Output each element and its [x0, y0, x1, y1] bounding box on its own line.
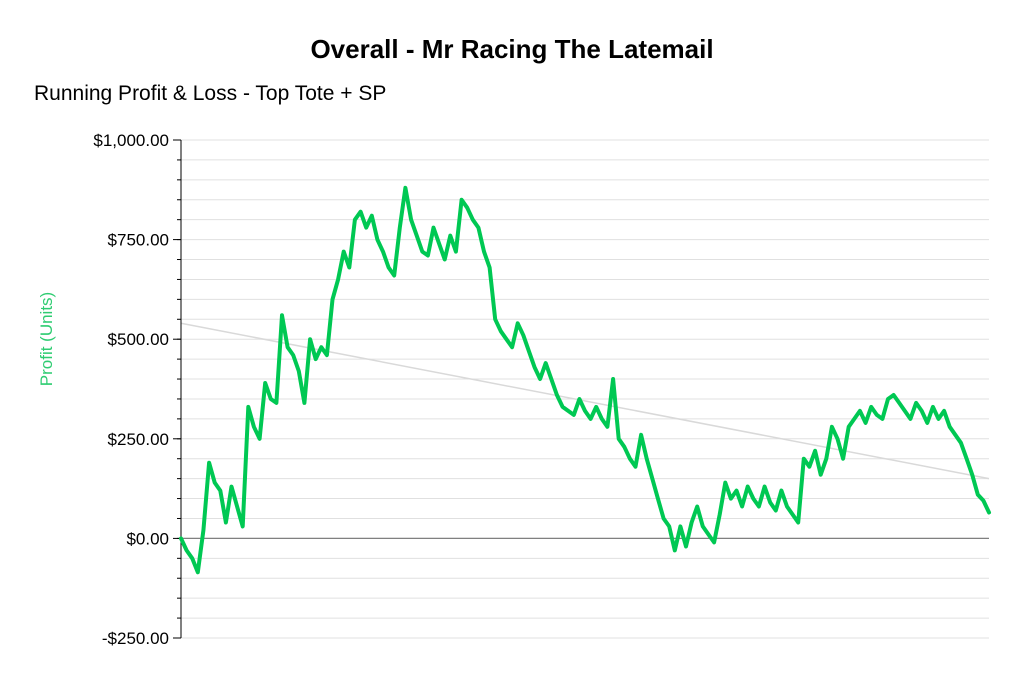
trend-line-group: [180, 322, 990, 480]
y-tick-label: $500.00: [108, 330, 169, 349]
y-axis: [173, 139, 182, 639]
series-line: [179, 185, 991, 575]
trend-line: [180, 322, 990, 480]
gridlines: [181, 139, 989, 639]
y-tick-label: $0.00: [126, 529, 169, 548]
y-tick-label: $250.00: [108, 430, 169, 449]
y-tick-label: $750.00: [108, 231, 169, 250]
y-tick-label: -$250.00: [102, 629, 169, 648]
y-tick-labels: -$250.00 $0.00 $250.00 $500.00 $750.00 $1,000…: [93, 131, 169, 648]
chart-subtitle: Running Profit & Loss - Top Tote + SP: [34, 82, 387, 105]
y-tick-label: $1,000.00: [93, 131, 169, 150]
y-axis-label: Profit (Units): [37, 292, 56, 386]
series-group: [179, 185, 991, 575]
chart-title: Overall - Mr Racing The Latemail: [310, 34, 714, 64]
